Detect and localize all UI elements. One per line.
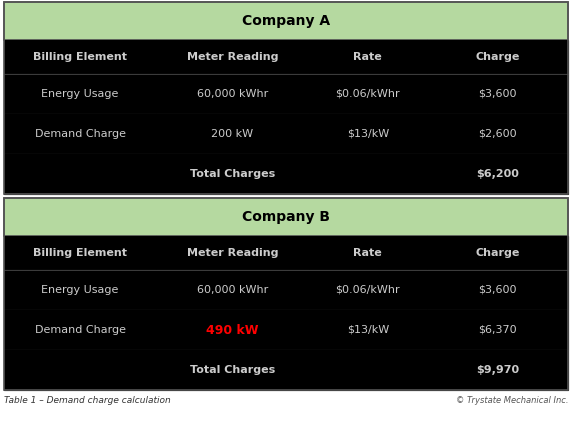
Bar — [4, 270, 156, 310]
Text: Energy Usage: Energy Usage — [41, 285, 119, 295]
Text: Company A: Company A — [242, 14, 330, 28]
Text: Charge: Charge — [475, 52, 520, 62]
Bar — [427, 114, 568, 154]
Text: $6,200: $6,200 — [476, 169, 519, 179]
Text: Meter Reading: Meter Reading — [186, 52, 278, 62]
Bar — [156, 236, 308, 270]
Text: Total Charges: Total Charges — [190, 365, 275, 375]
Bar — [156, 270, 308, 310]
Text: Meter Reading: Meter Reading — [186, 248, 278, 258]
Bar — [4, 40, 568, 74]
Bar — [4, 74, 156, 114]
Text: Rate: Rate — [353, 248, 382, 258]
Bar — [308, 270, 427, 310]
Bar — [4, 2, 568, 40]
Bar — [156, 40, 308, 74]
Bar — [4, 40, 156, 74]
Text: $6,370: $6,370 — [478, 325, 517, 335]
Text: Charge: Charge — [475, 248, 520, 258]
Bar — [427, 236, 568, 270]
Bar — [308, 114, 427, 154]
Text: Energy Usage: Energy Usage — [41, 89, 119, 99]
Text: © Trystate Mechanical Inc.: © Trystate Mechanical Inc. — [455, 396, 568, 405]
Bar — [156, 310, 308, 350]
Text: 490 kW: 490 kW — [206, 324, 259, 337]
Bar — [4, 198, 568, 236]
Text: $3,600: $3,600 — [478, 285, 517, 295]
Bar — [156, 114, 308, 154]
Bar — [156, 154, 308, 194]
Text: Total Charges: Total Charges — [190, 169, 275, 179]
Bar — [4, 154, 156, 194]
Bar — [4, 350, 568, 390]
Bar — [4, 114, 156, 154]
Text: $9,970: $9,970 — [476, 365, 519, 375]
Bar — [4, 350, 156, 390]
Bar — [308, 350, 427, 390]
Bar — [308, 154, 427, 194]
Bar — [4, 310, 156, 350]
Bar — [4, 270, 568, 310]
Bar — [4, 114, 568, 154]
Text: Rate: Rate — [353, 52, 382, 62]
Bar — [4, 310, 568, 350]
Text: Table 1 – Demand charge calculation: Table 1 – Demand charge calculation — [4, 396, 171, 405]
Text: $0.06/kWhr: $0.06/kWhr — [335, 89, 400, 99]
Text: $0.06/kWhr: $0.06/kWhr — [335, 285, 400, 295]
Bar — [308, 74, 427, 114]
Bar — [427, 350, 568, 390]
Text: Demand Charge: Demand Charge — [35, 325, 126, 335]
Bar — [4, 236, 568, 270]
Bar — [156, 350, 308, 390]
Bar — [427, 270, 568, 310]
Bar — [4, 2, 568, 194]
Text: Demand Charge: Demand Charge — [35, 129, 126, 139]
Bar — [308, 40, 427, 74]
Text: Company B: Company B — [242, 210, 330, 224]
Text: 60,000 kWhr: 60,000 kWhr — [197, 89, 268, 99]
Bar — [308, 310, 427, 350]
Text: $13/kW: $13/kW — [347, 325, 389, 335]
Bar — [427, 154, 568, 194]
Text: 60,000 kWhr: 60,000 kWhr — [197, 285, 268, 295]
Bar — [308, 236, 427, 270]
Text: 200 kW: 200 kW — [212, 129, 253, 139]
Text: $13/kW: $13/kW — [347, 129, 389, 139]
Text: Billing Element: Billing Element — [33, 52, 127, 62]
Text: $3,600: $3,600 — [478, 89, 517, 99]
Bar — [4, 154, 568, 194]
Bar — [4, 198, 568, 390]
Bar — [427, 40, 568, 74]
Bar — [156, 74, 308, 114]
Bar — [427, 74, 568, 114]
Text: $2,600: $2,600 — [478, 129, 517, 139]
Bar — [4, 74, 568, 114]
Text: Billing Element: Billing Element — [33, 248, 127, 258]
Bar — [4, 236, 156, 270]
Bar — [427, 310, 568, 350]
